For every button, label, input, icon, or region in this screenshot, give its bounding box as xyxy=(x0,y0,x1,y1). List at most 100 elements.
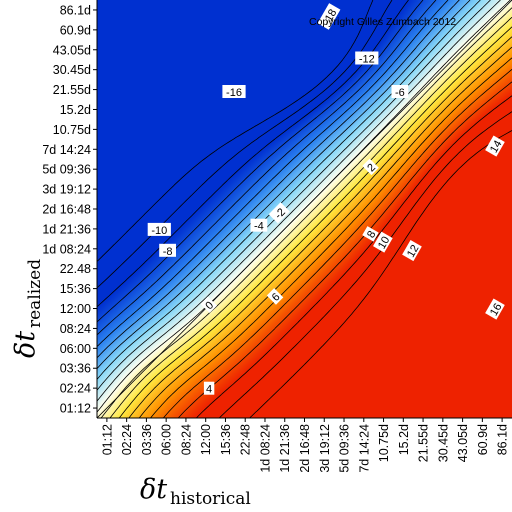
x-tick-label: 3d 19:12 xyxy=(318,424,332,473)
contour-label-bg xyxy=(362,226,379,242)
x-tick-label: 01:12 xyxy=(100,424,114,455)
x-tick-label: 2d 16:48 xyxy=(298,424,312,473)
contour-label: 0 xyxy=(200,296,218,314)
y-tick-label: 15.2d xyxy=(60,103,91,117)
contour-label: 12 xyxy=(402,240,422,262)
y-axis-title: δt realized xyxy=(10,259,45,358)
x-axis-title: δt historical xyxy=(140,474,251,509)
contour-label-bg xyxy=(362,158,379,176)
contour-label: -10 xyxy=(147,222,171,237)
contour-label: -16 xyxy=(222,85,246,99)
contour-label-bg xyxy=(373,231,393,253)
y-tick-label: 06:00 xyxy=(60,342,91,356)
x-tick-label: 5d 09:36 xyxy=(338,424,352,473)
contour-label-bg xyxy=(203,381,215,395)
y-tick-label: 2d 16:48 xyxy=(42,203,91,217)
contour-label: 16 xyxy=(485,298,505,320)
x-axis-symbol: δt xyxy=(140,474,167,505)
contour-label-text: 10 xyxy=(376,235,393,252)
x-tick-label: 7d 14:24 xyxy=(357,424,371,473)
contour-label-text: -4 xyxy=(254,221,264,233)
x-tick-label: 15.2d xyxy=(397,424,411,455)
y-tick-label: 5d 09:36 xyxy=(42,163,91,177)
x-axis-ticks: 01:12 02:24 03:36 06:00 08:24 12:00 15:36 22:48… xyxy=(100,418,510,473)
contour-line xyxy=(100,7,512,418)
x-tick-label: 10.75d xyxy=(377,424,391,462)
contour-label: -6 xyxy=(391,85,409,99)
contour-label-text: -12 xyxy=(359,54,375,66)
y-axis-symbol: δt xyxy=(10,331,41,358)
x-tick-label: 1d 21:36 xyxy=(278,424,292,473)
x-tick-label: 08:24 xyxy=(179,424,193,455)
x-tick-label: 21.55d xyxy=(417,424,431,462)
contour-label: 8 xyxy=(362,226,379,242)
y-tick-label: 3d 19:12 xyxy=(42,183,91,197)
contour-line xyxy=(97,0,460,359)
x-tick-label: 22:48 xyxy=(239,424,253,455)
y-tick-label: 12:00 xyxy=(60,302,91,316)
contour-line xyxy=(97,0,471,369)
contour-line xyxy=(138,46,512,418)
y-tick-label: 21.55d xyxy=(53,83,91,97)
contour-label-text: -8 xyxy=(163,246,173,258)
contour-label: -2 xyxy=(268,202,290,224)
contour-label-bg xyxy=(485,135,505,157)
x-tick-label: 86.1d xyxy=(496,424,510,455)
contour-label-bg xyxy=(355,51,379,65)
x-tick-label: 30.45d xyxy=(436,424,450,462)
contour-label: -4 xyxy=(250,218,268,233)
x-tick-label: 15:36 xyxy=(219,424,233,455)
contour-label-bg xyxy=(250,218,268,232)
x-tick-label: 06:00 xyxy=(160,424,174,455)
y-tick-label: 22.48 xyxy=(60,262,91,276)
contour-label-bg xyxy=(391,85,409,98)
contour-label-text: -10 xyxy=(151,225,167,237)
contour-label-bg xyxy=(159,243,176,257)
x-tick-label: 03:36 xyxy=(140,424,154,455)
contour-line xyxy=(162,68,512,418)
contour-label: -8 xyxy=(159,243,176,258)
contour-label-bg xyxy=(200,296,218,314)
contour-label: 4 xyxy=(203,381,215,396)
contour-label-text: -16 xyxy=(226,87,242,99)
y-tick-label: 10.75d xyxy=(53,123,91,137)
copyright-notice: Copyright Gilles Zumbach 2012 xyxy=(309,16,456,28)
diagonal-line xyxy=(97,0,512,418)
x-tick-label: 43.05d xyxy=(456,424,470,462)
x-tick-label: 12:00 xyxy=(199,424,213,455)
contour-label-text: -6 xyxy=(395,87,405,99)
contour-label: -12 xyxy=(355,51,379,66)
y-tick-label: 01:12 xyxy=(60,402,91,416)
y-tick-label: 08:24 xyxy=(60,322,91,336)
y-tick-label: 7d 14:24 xyxy=(42,143,91,157)
contour-label-text: 14 xyxy=(488,138,505,155)
y-tick-label: 86.1d xyxy=(60,3,91,17)
x-tick-label: 1d 08:24 xyxy=(258,424,272,473)
y-tick-label: 02:24 xyxy=(60,382,91,396)
contour-line xyxy=(97,0,374,262)
contour-label-bg xyxy=(485,298,505,320)
contour-label-bg xyxy=(268,202,290,224)
contour-line xyxy=(128,36,512,418)
x-tick-label: 02:24 xyxy=(120,424,134,455)
contour-line xyxy=(97,0,409,308)
y-tick-label: 1d 21:36 xyxy=(42,222,91,236)
contour-label: 2 xyxy=(362,158,379,176)
contour-label-text: 8 xyxy=(365,229,378,240)
contour-label-bg xyxy=(222,85,246,98)
contour-lines xyxy=(97,0,512,418)
contour-line xyxy=(118,26,512,418)
y-tick-label: 15:36 xyxy=(60,282,91,296)
y-axis-ticks: 01:12 02:24 03:36 06:00 08:24 12:00 15:36 22.48… xyxy=(42,3,97,416)
y-tick-label: 03:36 xyxy=(60,362,91,376)
contour-label-text: 16 xyxy=(488,301,505,318)
contour-line xyxy=(249,130,512,418)
contour-label: 10 xyxy=(373,231,393,253)
contour-label-bg xyxy=(147,222,171,236)
y-tick-label: 60.9d xyxy=(60,23,91,37)
contour-label-bg xyxy=(317,3,341,30)
y-axis-subscript: realized xyxy=(25,259,45,328)
contour-label-text: 12 xyxy=(405,243,422,260)
